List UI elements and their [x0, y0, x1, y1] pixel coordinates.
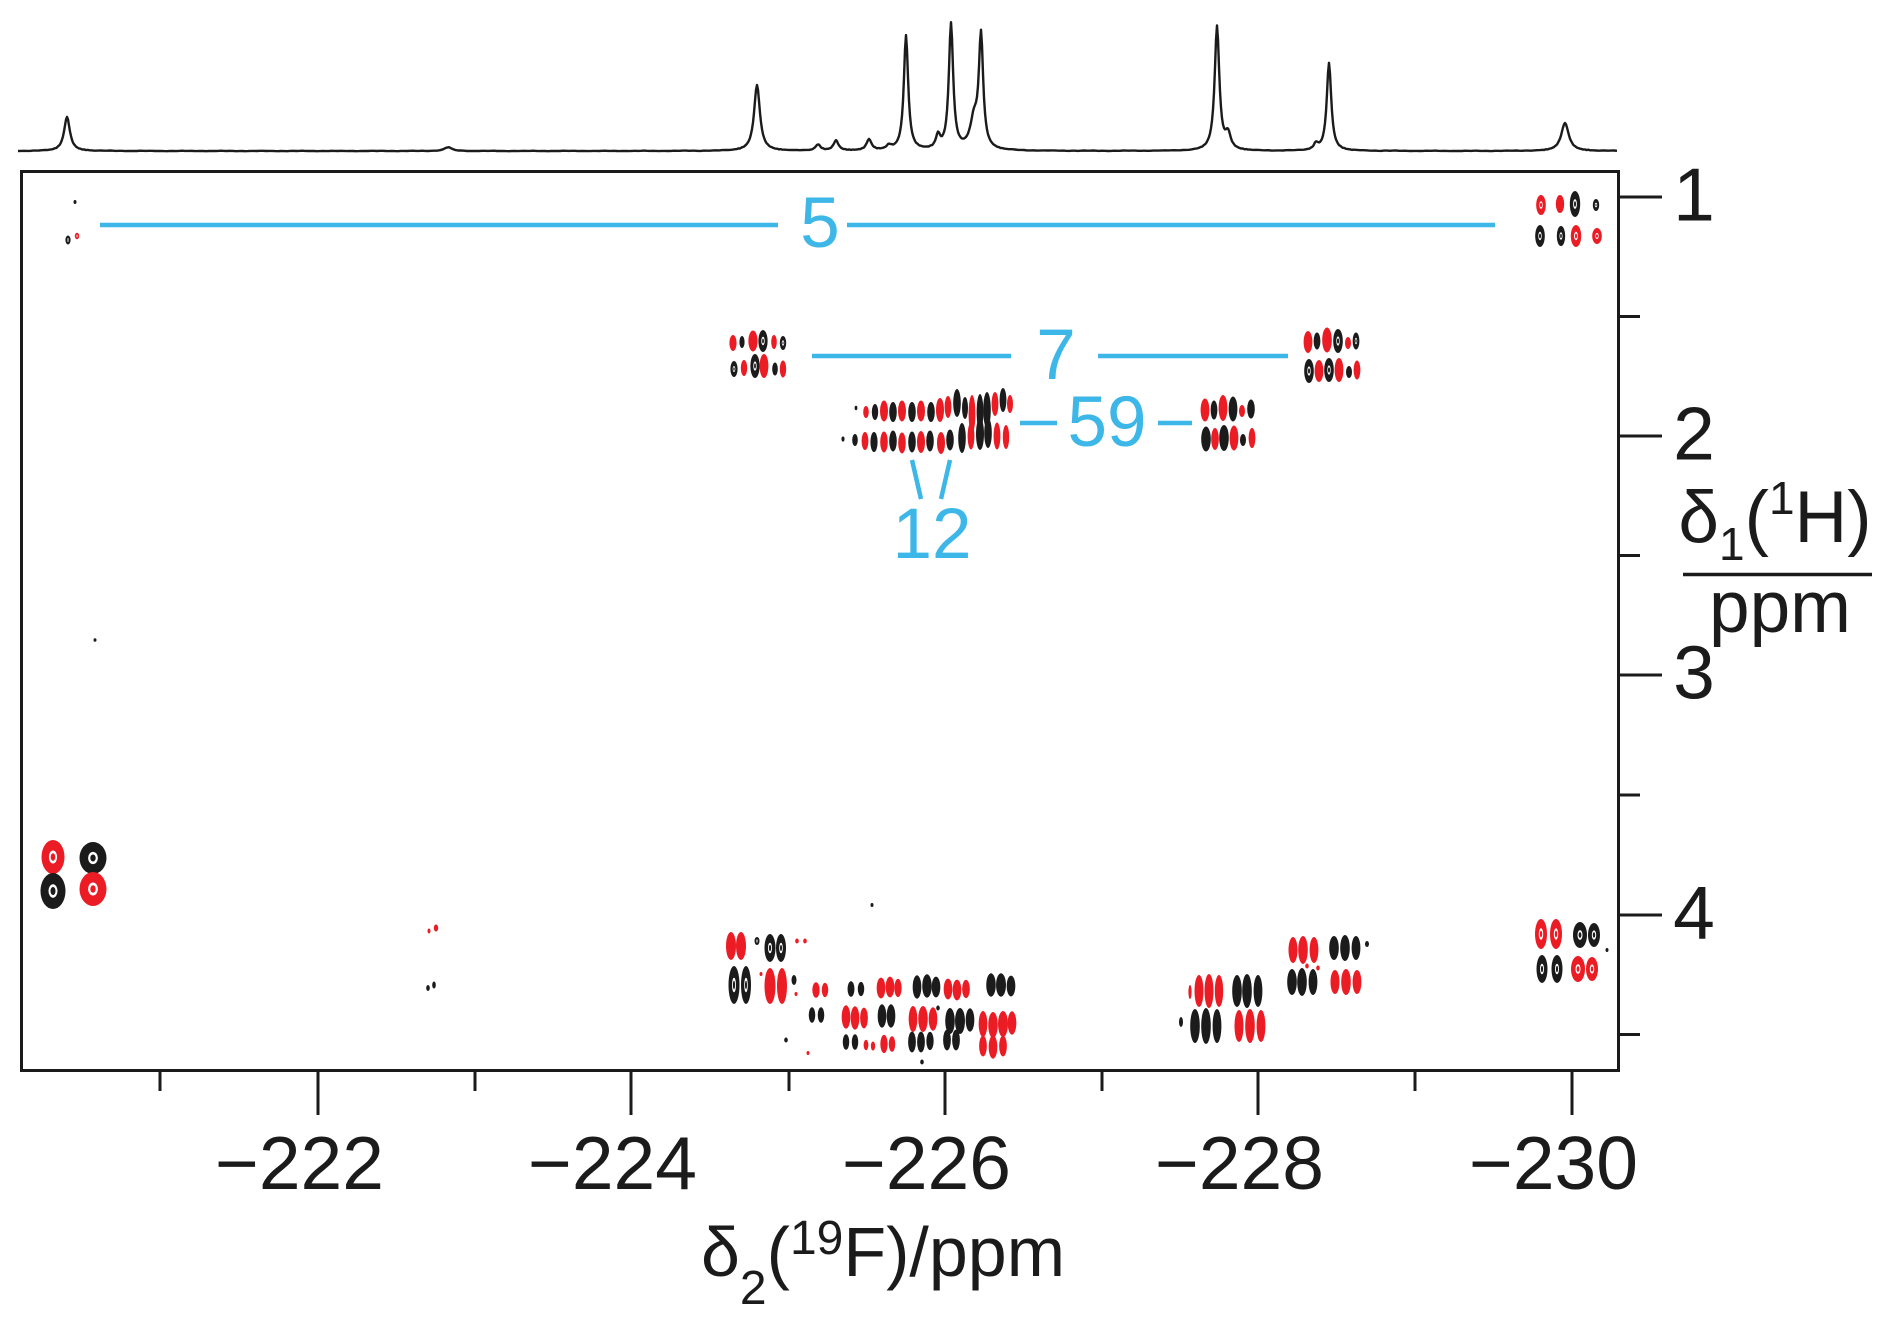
svg-text:2: 2 — [1673, 392, 1715, 476]
svg-text:5: 5 — [800, 184, 840, 263]
svg-text:−230: −230 — [1469, 1121, 1638, 1205]
svg-text:59: 59 — [1068, 383, 1147, 462]
svg-text:12: 12 — [893, 495, 972, 574]
svg-text:−224: −224 — [528, 1121, 697, 1205]
svg-text:−226: −226 — [842, 1121, 1011, 1205]
svg-text:δ2(19F)/ppm: δ2(19F)/ppm — [701, 1212, 1065, 1315]
svg-text:ppm: ppm — [1709, 567, 1851, 648]
svg-text:3: 3 — [1673, 631, 1715, 715]
svg-text:7: 7 — [1036, 316, 1076, 395]
svg-text:4: 4 — [1673, 871, 1715, 955]
svg-text:1: 1 — [1673, 153, 1715, 237]
svg-text:δ1(1H): δ1(1H) — [1678, 472, 1871, 570]
svg-text:−222: −222 — [215, 1121, 384, 1205]
svg-text:−228: −228 — [1155, 1121, 1324, 1205]
